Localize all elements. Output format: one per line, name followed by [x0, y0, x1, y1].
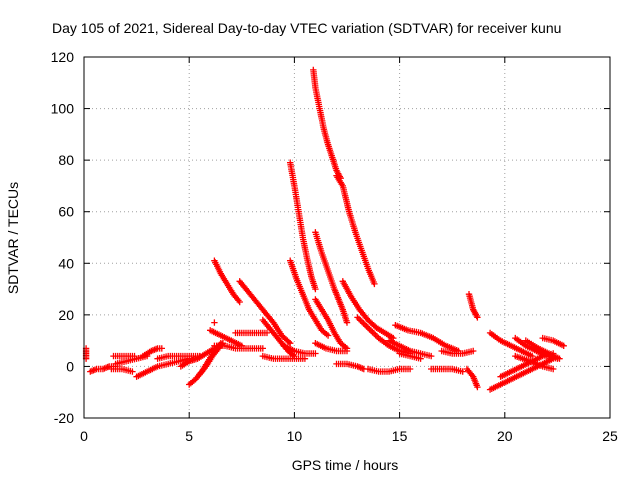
data-point-marker — [310, 66, 344, 182]
series-trace — [82, 345, 90, 362]
series-trace — [211, 257, 243, 306]
x-axis-label: GPS time / hours — [292, 457, 399, 473]
data-point-marker — [236, 278, 294, 347]
data-point-marker — [497, 350, 557, 380]
data-point-marker — [364, 365, 414, 375]
data-point-marker — [232, 329, 271, 337]
x-tick-label: 25 — [602, 428, 618, 444]
data-point-marker — [287, 257, 332, 339]
data-point-marker — [82, 345, 90, 362]
series-trace — [310, 66, 344, 182]
series-trace — [497, 350, 557, 380]
y-tick-label: 60 — [58, 204, 74, 220]
series-trace — [364, 365, 414, 375]
series-trace — [196, 340, 227, 378]
series-trace — [312, 340, 351, 355]
data-point-marker — [539, 334, 567, 349]
series-trace — [428, 365, 466, 375]
data-point-marker — [196, 340, 227, 378]
y-tick-label: 20 — [58, 307, 74, 323]
data-point-marker — [211, 257, 243, 306]
series-trace — [333, 172, 378, 288]
chart-title: Day 105 of 2021, Sidereal Day-to-day VTE… — [52, 20, 561, 36]
data-point-marker — [110, 352, 138, 360]
x-tick-label: 0 — [80, 428, 88, 444]
series-trace — [154, 352, 203, 362]
data-point-marker — [463, 365, 481, 391]
x-tick-label: 15 — [392, 428, 408, 444]
data-point-marker — [312, 296, 351, 352]
data-point-marker — [259, 352, 309, 362]
series-trace — [312, 229, 351, 326]
data-point-marker — [259, 316, 298, 360]
y-tick-label: 0 — [66, 358, 74, 374]
x-tick-label: 5 — [185, 428, 193, 444]
series-trace — [396, 350, 424, 362]
series-trace — [133, 355, 193, 380]
data-point-marker — [396, 350, 424, 362]
data-point-marker — [333, 172, 378, 288]
series-trace — [339, 278, 397, 342]
axis-ticks: -20 0 20 40 60 80 100 120 0 5 10 15 20 25 — [51, 49, 618, 444]
series-trace — [211, 319, 218, 326]
series-trace — [280, 342, 319, 357]
series-trace — [385, 337, 435, 360]
data-point-marker — [339, 278, 397, 342]
series-trace — [539, 334, 567, 349]
series-trace — [259, 316, 298, 360]
y-tick-label: -20 — [54, 410, 74, 426]
x-tick-label: 20 — [497, 428, 513, 444]
data-point-marker — [280, 342, 319, 357]
y-tick-label: 80 — [58, 152, 74, 168]
series-trace — [465, 291, 481, 321]
data-point-marker — [486, 355, 557, 393]
series-trace — [259, 352, 309, 362]
series-trace — [312, 296, 351, 352]
series-trace — [486, 355, 557, 393]
data-point-marker — [211, 319, 218, 326]
series-trace — [463, 365, 481, 391]
series-trace — [108, 365, 136, 375]
y-tick-label: 40 — [58, 255, 74, 271]
data-point-marker — [486, 329, 536, 360]
data-point-marker — [428, 365, 466, 375]
series-trace — [486, 329, 536, 360]
data-point-marker — [312, 229, 351, 326]
series-trace — [287, 257, 332, 339]
data-point-marker — [438, 347, 477, 357]
series-trace — [110, 352, 138, 360]
data-point-marker — [385, 337, 435, 360]
data-point-marker — [133, 355, 193, 380]
series-trace — [333, 360, 367, 373]
data-point-marker — [392, 322, 462, 355]
series-trace — [438, 347, 477, 357]
data-point-marker — [87, 363, 119, 375]
series-trace — [236, 278, 294, 347]
data-point-marker — [108, 365, 136, 375]
plot-frame — [83, 56, 611, 419]
data-point-marker — [154, 352, 203, 362]
data-point-marker — [207, 327, 245, 349]
data-point-marker — [333, 360, 367, 373]
series-trace — [87, 363, 119, 375]
data-point-marker — [465, 291, 481, 321]
series-trace — [232, 329, 271, 337]
series-trace — [392, 322, 462, 355]
x-tick-label: 10 — [287, 428, 303, 444]
y-axis-label: SDTVAR / TECUs — [5, 182, 21, 294]
data-point-marker — [287, 159, 319, 293]
series-trace — [287, 159, 319, 293]
data-points — [82, 66, 567, 393]
y-tick-label: 100 — [51, 101, 75, 117]
data-point-marker — [312, 340, 351, 355]
series-trace — [207, 327, 245, 349]
y-tick-label: 120 — [51, 49, 75, 65]
